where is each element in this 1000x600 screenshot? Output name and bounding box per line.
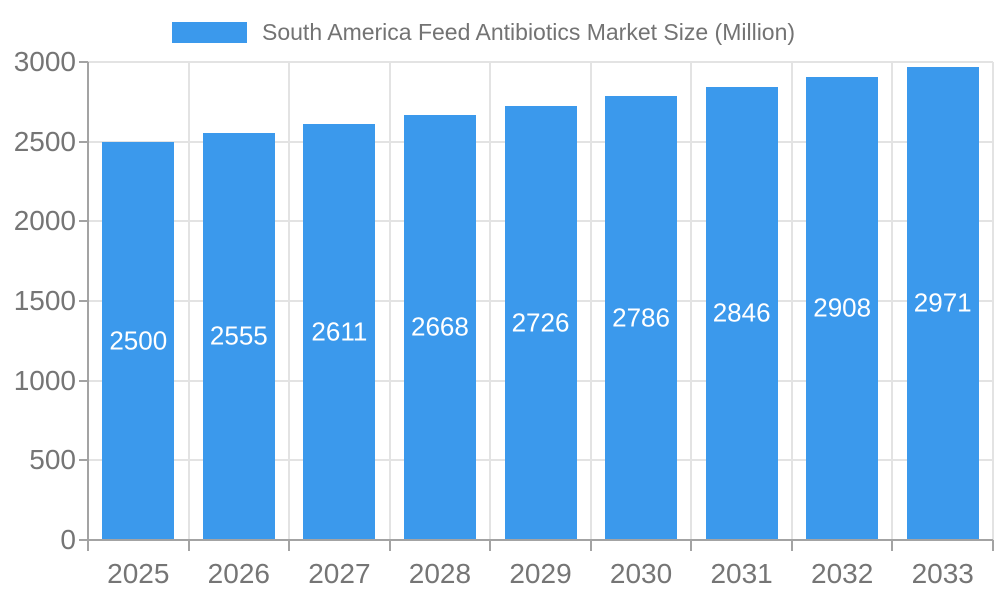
legend-item[interactable]: South America Feed Antibiotics Market Si… (172, 12, 795, 52)
x-axis-tick-label: 2033 (911, 558, 974, 589)
x-axis-tick (187, 540, 190, 551)
x-axis-tick-label: 2030 (609, 558, 673, 589)
bar-2027[interactable] (303, 123, 376, 540)
y-axis-tick (79, 220, 88, 223)
x-axis-tick (690, 540, 693, 551)
x-axis-tick (489, 540, 492, 551)
bar-2030[interactable] (605, 96, 678, 540)
y-axis-tick (79, 459, 88, 462)
x-axis-tick (589, 540, 592, 551)
x-axis-tick-label: 2031 (710, 558, 773, 589)
gridline-vertical (690, 62, 693, 540)
gridline-horizontal (88, 61, 993, 63)
bar-2029[interactable] (504, 105, 577, 540)
x-axis-tick (891, 540, 894, 551)
gridline-vertical (288, 62, 291, 540)
y-axis-tick (79, 61, 88, 63)
y-axis-tick-label: 2500 (13, 125, 76, 157)
gridline-vertical (589, 62, 592, 540)
y-axis-tick-label: 1500 (13, 285, 76, 316)
bar-2028[interactable] (403, 114, 476, 540)
gridline-vertical (790, 62, 793, 540)
x-axis-tick-label: 2028 (408, 558, 472, 589)
legend-swatch-icon (172, 21, 247, 43)
x-axis-tick (790, 540, 793, 551)
gridline-vertical (187, 62, 190, 540)
gridline-vertical (489, 62, 492, 540)
legend-label: South America Feed Antibiotics Market Si… (262, 19, 796, 45)
y-axis-tick (79, 300, 88, 302)
gridline-vertical (388, 62, 391, 540)
y-axis-tick (79, 379, 88, 382)
x-axis-tick-label: 2032 (811, 558, 874, 589)
x-axis-tick-label: 2025 (107, 558, 170, 589)
bar-2031[interactable] (705, 86, 778, 540)
y-axis-tick-label: 1000 (13, 364, 76, 396)
x-axis-tick (388, 540, 391, 551)
x-axis-tick-label: 2029 (509, 558, 572, 589)
x-axis-line (88, 539, 993, 541)
x-axis-tick-label: 2027 (308, 558, 371, 589)
y-axis-tick-label: 3000 (13, 46, 76, 77)
y-axis-tick (79, 140, 88, 143)
bar-2032[interactable] (806, 76, 879, 540)
bar-2033[interactable] (906, 66, 979, 540)
bar-2025[interactable] (102, 141, 175, 540)
y-axis-tick (79, 539, 88, 541)
bar-2026[interactable] (202, 132, 275, 540)
y-axis-line (87, 62, 89, 551)
y-axis-tick-label: 2000 (13, 205, 76, 237)
gridline-vertical (992, 62, 994, 540)
y-axis-tick-label: 500 (29, 444, 76, 476)
x-axis-tick (992, 540, 994, 551)
gridline-vertical (891, 62, 894, 540)
y-axis-tick-label: 0 (60, 524, 76, 555)
x-axis-tick (288, 540, 291, 551)
x-axis-tick-label: 2026 (207, 558, 270, 589)
